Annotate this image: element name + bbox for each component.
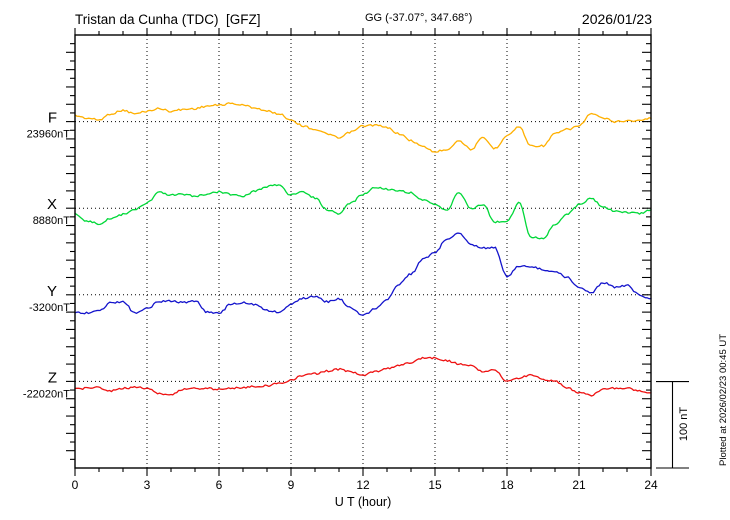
series-baseline-value-Z: -22020nT bbox=[23, 388, 70, 400]
series-letter-F: F bbox=[48, 110, 57, 127]
trace-F bbox=[74, 102, 652, 153]
date-label: 2026/01/23 bbox=[582, 11, 652, 27]
plot-timestamp: Plotted at 2026/02/23 00:45 UT bbox=[718, 334, 729, 466]
trace-Y bbox=[74, 232, 652, 316]
x-tick-label: 18 bbox=[500, 478, 514, 492]
scale-bar-label: 100 nT bbox=[678, 407, 690, 442]
trace-Z bbox=[74, 356, 652, 397]
x-tick-label: 6 bbox=[216, 478, 223, 492]
geographic-coords-label: GG (-37.07°, 347.68°) bbox=[365, 12, 472, 24]
series-baseline-value-X: 8880nT bbox=[33, 215, 71, 227]
x-tick-label: 3 bbox=[144, 478, 151, 492]
series-baseline-value-F: 23960nT bbox=[27, 129, 71, 141]
series-baseline-value-Y: -3200nT bbox=[29, 302, 70, 314]
plot-frame bbox=[74, 34, 652, 469]
x-tick-label: 12 bbox=[356, 478, 370, 492]
axis-and-series-labels: 0 3 6 9 12 15 18 21 24 F 23960nT X 8880nT Y -3200nT Z -2… bbox=[23, 110, 658, 492]
series-letter-Z: Z bbox=[48, 369, 57, 386]
component-traces bbox=[74, 102, 652, 397]
series-letter-X: X bbox=[47, 196, 57, 213]
axis-ticks bbox=[66, 28, 652, 476]
gridlines bbox=[146, 35, 580, 468]
trace-X bbox=[74, 183, 652, 240]
x-tick-label: 9 bbox=[288, 478, 295, 492]
station-title: Tristan da Cunha (TDC) [GFZ] bbox=[75, 12, 261, 27]
scale-bar: 100 nT bbox=[656, 381, 690, 469]
x-axis-title: U T (hour) bbox=[335, 495, 392, 509]
x-tick-label: 15 bbox=[428, 478, 442, 492]
x-tick-label: 0 bbox=[72, 478, 79, 492]
x-tick-label: 21 bbox=[572, 478, 586, 492]
series-letter-Y: Y bbox=[47, 283, 57, 300]
x-tick-label: 24 bbox=[644, 478, 658, 492]
